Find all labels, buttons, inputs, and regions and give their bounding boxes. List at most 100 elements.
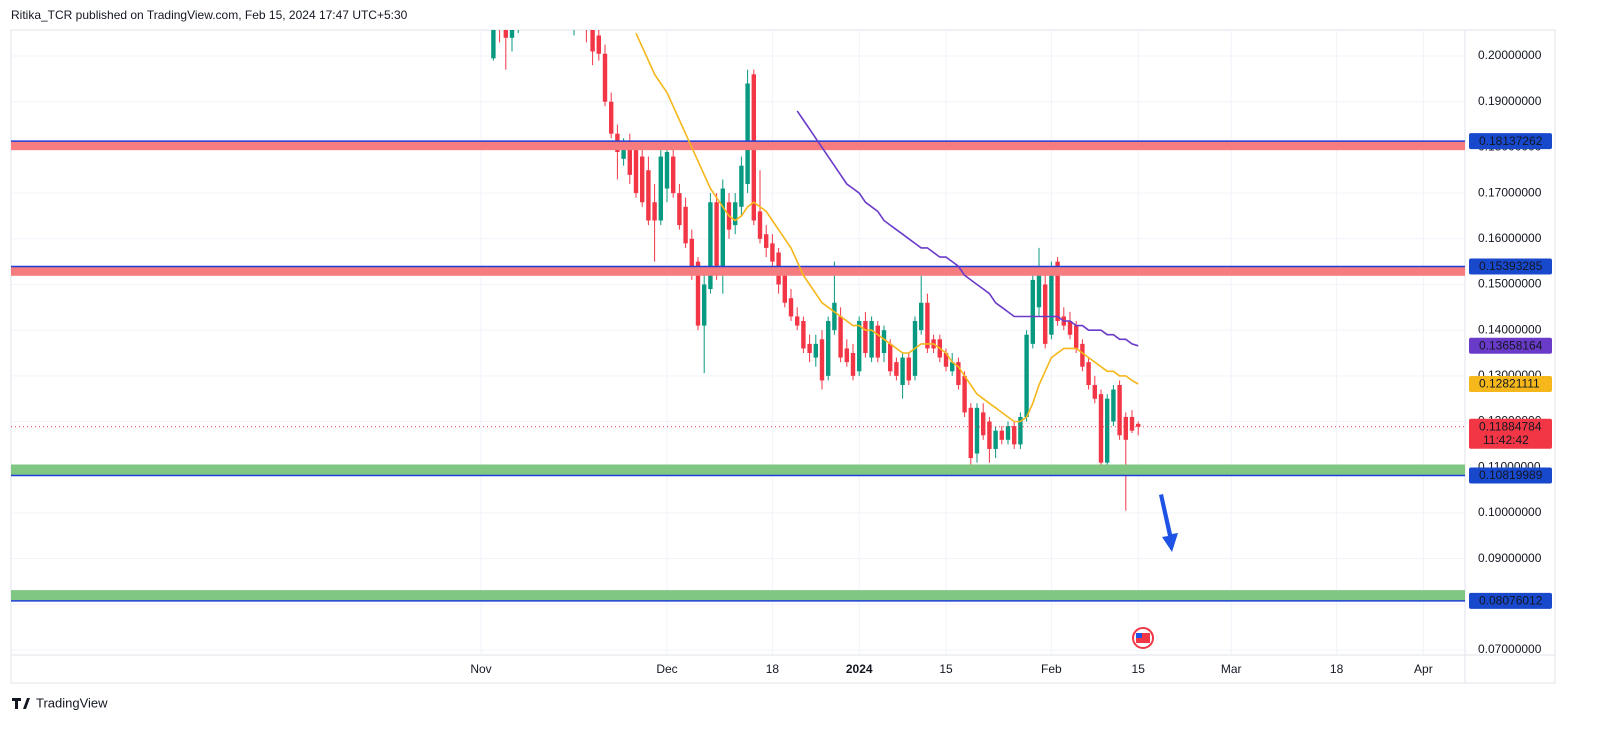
price-label: 0.08076012 [1479, 593, 1543, 607]
candle-body [590, 30, 595, 52]
candle-body [609, 101, 614, 134]
zone-band [11, 266, 1465, 276]
candle-body [664, 151, 670, 189]
candle-body [602, 53, 608, 102]
candle-body [999, 430, 1004, 440]
candle-body [844, 348, 849, 363]
candle-body [689, 238, 694, 276]
moving-average-line [796, 110, 1139, 347]
price-label-box [1469, 467, 1552, 484]
candle-body [627, 142, 632, 175]
candle-body [968, 407, 973, 459]
candle-body [801, 321, 806, 349]
candle-body [919, 302, 924, 331]
candle-body [1067, 321, 1073, 335]
candle-body [1086, 362, 1091, 385]
x-tick-label: Feb [1041, 662, 1062, 676]
candle-body [826, 321, 831, 376]
candle-body [1018, 416, 1023, 445]
candle-body [652, 202, 657, 221]
plot-area [11, 0, 1465, 602]
candle-body [522, 0, 526, 6]
y-tick-label: 0.16000000 [1478, 231, 1542, 245]
y-tick-label: 0.19000000 [1478, 94, 1542, 108]
x-tick-label: 18 [1330, 662, 1344, 676]
zone-band [11, 590, 1465, 601]
candle-body [503, 30, 508, 38]
price-label: 0.18137262 [1479, 134, 1543, 148]
price-label: 0.12821111 [1479, 377, 1540, 391]
candle-body [1136, 423, 1141, 427]
candle-body [819, 339, 825, 381]
x-tick-label: Nov [470, 662, 491, 676]
candle-body [559, 0, 563, 6]
y-tick-label: 0.20000000 [1478, 48, 1542, 62]
candle-body [572, 1, 576, 15]
candle-body [683, 206, 688, 244]
candle-body [739, 165, 744, 207]
candle-body [677, 193, 682, 226]
zone-band [11, 141, 1465, 151]
candle-body [633, 147, 639, 194]
candle-body [900, 357, 905, 385]
candle-body [640, 156, 645, 203]
price-label: 0.10819989 [1479, 468, 1543, 482]
candle-body [956, 362, 961, 385]
candle-body [950, 362, 955, 372]
y-tick-label: 0.07000000 [1478, 642, 1542, 656]
x-tick-label: 18 [766, 662, 780, 676]
y-tick-label: 0.14000000 [1478, 322, 1542, 336]
candle-body [1092, 384, 1097, 399]
candle-body [714, 202, 719, 276]
chart-frame [10, 29, 1556, 684]
candle-body [720, 188, 725, 271]
candle-body [1105, 398, 1110, 463]
candle-body [757, 211, 763, 239]
brand-name: TradingView [36, 695, 108, 710]
candle-body [1098, 394, 1104, 463]
y-tick-label: 0.15000000 [1478, 277, 1542, 291]
candle-body [869, 321, 874, 358]
candle-body [1080, 343, 1085, 367]
candle-body [981, 412, 986, 436]
candle-body [578, 1, 582, 19]
candle-body [838, 316, 843, 358]
candle-body [708, 202, 713, 290]
candle-body [788, 298, 794, 317]
brand-logo [12, 698, 30, 709]
price-label: 0.15393285 [1479, 259, 1543, 273]
y-tick-label: 0.09000000 [1478, 551, 1542, 565]
candle-body [596, 35, 601, 54]
candle-body [813, 343, 818, 358]
zone-band [11, 464, 1465, 476]
candle-body [1024, 334, 1029, 417]
candle-body [1012, 426, 1017, 445]
candle-body [702, 284, 707, 326]
candle-body [497, 19, 501, 28]
candle-body [807, 343, 812, 354]
price-label-box [1469, 592, 1552, 609]
candle-body [491, 30, 496, 59]
candle-body [863, 321, 868, 354]
candle-body [1005, 426, 1011, 440]
candle-body [1123, 416, 1128, 440]
candle-body [733, 202, 738, 226]
candle-body [1074, 325, 1079, 349]
candle-body [857, 321, 862, 372]
candle-body [974, 407, 980, 454]
event-flag-icon [1132, 627, 1154, 649]
x-tick-label: 15 [939, 662, 953, 676]
countdown-label: 11:42:42 [1483, 433, 1529, 447]
candle-body [962, 375, 967, 413]
candle-body [621, 147, 626, 159]
candle-body [782, 275, 787, 303]
candle-body [1049, 270, 1054, 335]
candle-body [584, 19, 588, 28]
candle-body [770, 243, 775, 262]
candle-body [850, 353, 856, 376]
candle-body [516, 6, 520, 24]
y-tick-label: 0.10000000 [1478, 505, 1542, 519]
candle-body [795, 316, 800, 326]
candle-body [1117, 384, 1122, 436]
